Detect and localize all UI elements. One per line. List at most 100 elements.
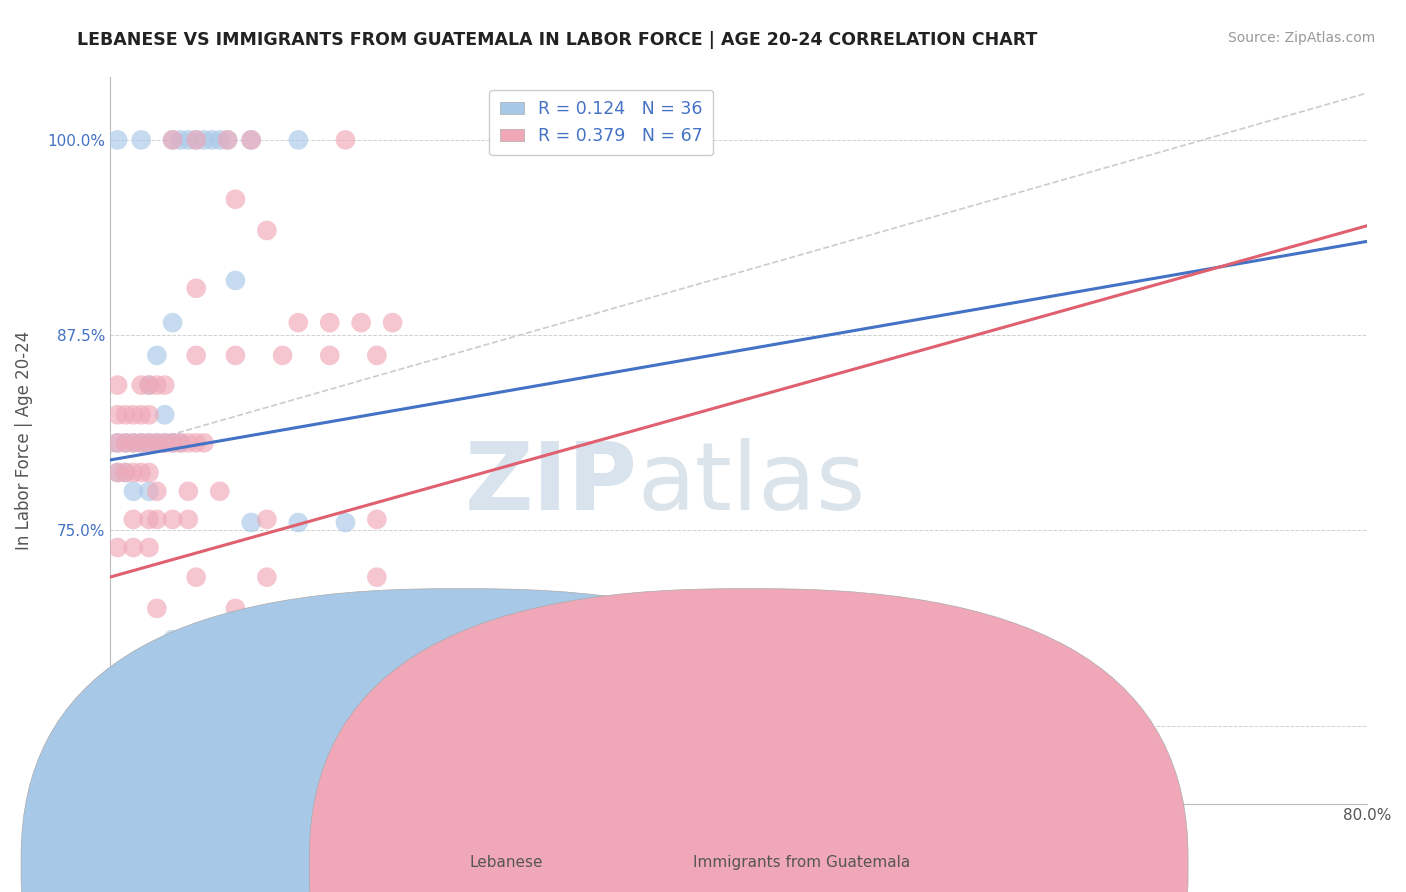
Point	[208, 133, 231, 147]
Point	[256, 223, 278, 237]
Point	[138, 435, 160, 450]
Point	[146, 378, 169, 392]
Point	[186, 435, 208, 450]
Point	[162, 435, 184, 450]
Point	[114, 435, 136, 450]
Point	[146, 484, 169, 499]
Point	[122, 512, 145, 526]
Point	[335, 516, 357, 530]
Point	[224, 192, 246, 206]
Point	[153, 408, 176, 422]
Point	[107, 466, 129, 480]
Point	[224, 601, 246, 615]
Point	[240, 516, 263, 530]
Point	[138, 435, 160, 450]
Point	[217, 133, 239, 147]
Point	[256, 512, 278, 526]
Text: atlas: atlas	[638, 438, 866, 530]
Point	[256, 570, 278, 584]
Text: LEBANESE VS IMMIGRANTS FROM GUATEMALA IN LABOR FORCE | AGE 20-24 CORRELATION CHA: LEBANESE VS IMMIGRANTS FROM GUATEMALA IN…	[77, 31, 1038, 49]
Point	[129, 466, 152, 480]
Point	[186, 133, 208, 147]
Point	[287, 316, 309, 330]
Point	[169, 133, 191, 147]
Point	[146, 435, 169, 450]
Point	[201, 133, 224, 147]
Point	[138, 512, 160, 526]
Point	[287, 516, 309, 530]
Point	[114, 435, 136, 450]
Point	[193, 435, 215, 450]
Point	[217, 133, 239, 147]
Point	[162, 133, 184, 147]
Point	[107, 435, 129, 450]
Point	[224, 348, 246, 362]
Point	[107, 133, 129, 147]
Point	[186, 570, 208, 584]
Point	[122, 435, 145, 450]
Point	[129, 408, 152, 422]
Point	[186, 628, 208, 642]
Point	[208, 484, 231, 499]
Point	[138, 484, 160, 499]
Point	[169, 435, 191, 450]
Point	[122, 541, 145, 555]
Point	[162, 435, 184, 450]
Point	[319, 316, 342, 330]
Point	[153, 435, 176, 450]
Point	[107, 378, 129, 392]
Point	[114, 466, 136, 480]
Point	[319, 348, 342, 362]
Point	[240, 133, 263, 147]
Point	[138, 378, 160, 392]
Text: Immigrants from Guatemala: Immigrants from Guatemala	[693, 855, 910, 870]
Point	[138, 408, 160, 422]
Text: Source: ZipAtlas.com: Source: ZipAtlas.com	[1227, 31, 1375, 45]
Point	[162, 512, 184, 526]
Point	[177, 133, 200, 147]
Point	[129, 435, 152, 450]
Point	[287, 133, 309, 147]
Point	[122, 466, 145, 480]
Point	[271, 348, 294, 362]
Point	[162, 316, 184, 330]
Point	[107, 466, 129, 480]
Point	[107, 435, 129, 450]
Point	[366, 570, 388, 584]
Legend: R = 0.124   N = 36, R = 0.379   N = 67: R = 0.124 N = 36, R = 0.379 N = 67	[489, 90, 713, 155]
Point	[138, 378, 160, 392]
Point	[335, 133, 357, 147]
Point	[186, 133, 208, 147]
Point	[129, 133, 152, 147]
Text: Lebanese: Lebanese	[470, 855, 543, 870]
Point	[381, 316, 404, 330]
Point	[186, 348, 208, 362]
Point	[138, 541, 160, 555]
Y-axis label: In Labor Force | Age 20-24: In Labor Force | Age 20-24	[15, 331, 32, 550]
Point	[146, 512, 169, 526]
Point	[138, 466, 160, 480]
Text: ZIP: ZIP	[465, 438, 638, 530]
Point	[122, 484, 145, 499]
Point	[107, 541, 129, 555]
Point	[114, 466, 136, 480]
Point	[114, 408, 136, 422]
Point	[177, 484, 200, 499]
Point	[240, 632, 263, 647]
Point	[177, 512, 200, 526]
Point	[129, 435, 152, 450]
Point	[350, 316, 373, 330]
Point	[146, 435, 169, 450]
Point	[153, 378, 176, 392]
Point	[122, 408, 145, 422]
Point	[366, 512, 388, 526]
Point	[186, 281, 208, 295]
Point	[162, 632, 184, 647]
Point	[146, 601, 169, 615]
Point	[146, 348, 169, 362]
Point	[186, 776, 208, 790]
Point	[129, 378, 152, 392]
Point	[224, 273, 246, 287]
Point	[153, 435, 176, 450]
Point	[107, 408, 129, 422]
